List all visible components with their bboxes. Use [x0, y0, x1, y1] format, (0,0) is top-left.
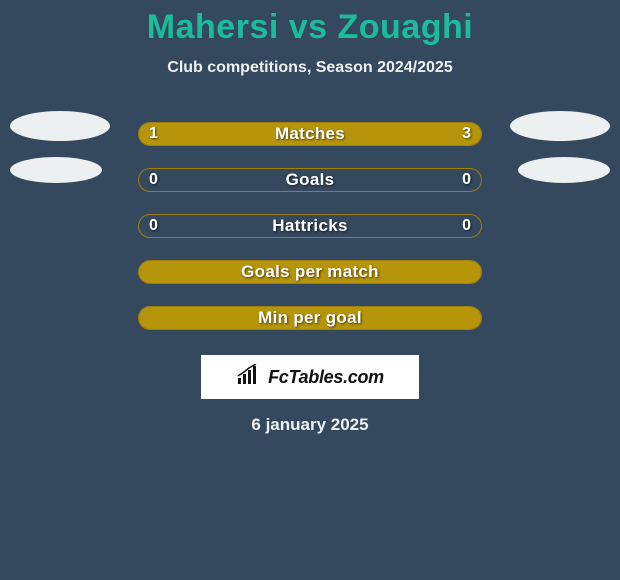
stat-row: 1 Matches 3 — [0, 111, 620, 157]
stat-row: Min per goal — [0, 295, 620, 341]
stat-bar: 0 Goals 0 — [138, 168, 482, 192]
stat-value-right: 3 — [462, 123, 471, 145]
stat-row: 0 Hattricks 0 — [0, 203, 620, 249]
stat-value-right: 0 — [462, 169, 471, 191]
stat-value-right: 0 — [462, 215, 471, 237]
stat-bar: Min per goal — [138, 306, 482, 330]
stat-row: Goals per match — [0, 249, 620, 295]
stat-row: 0 Goals 0 — [0, 157, 620, 203]
brand-text: FcTables.com — [268, 367, 384, 388]
stat-label: Min per goal — [139, 307, 481, 329]
subtitle: Club competitions, Season 2024/2025 — [0, 59, 620, 77]
stats-rows: 1 Matches 3 0 Goals 0 0 Hattricks 0 — [0, 111, 620, 341]
page-title: Mahersi vs Zouaghi — [0, 8, 620, 47]
comparison-widget: Mahersi vs Zouaghi Club competitions, Se… — [0, 0, 620, 435]
brand-box[interactable]: FcTables.com — [201, 355, 419, 399]
brand-chart-icon — [236, 364, 264, 391]
stat-bar: Goals per match — [138, 260, 482, 284]
stat-label: Hattricks — [139, 215, 481, 237]
stat-bar: 1 Matches 3 — [138, 122, 482, 146]
stat-label: Goals per match — [139, 261, 481, 283]
generation-date: 6 january 2025 — [0, 415, 620, 435]
stat-bar: 0 Hattricks 0 — [138, 214, 482, 238]
stat-label: Goals — [139, 169, 481, 191]
stat-label: Matches — [139, 123, 481, 145]
